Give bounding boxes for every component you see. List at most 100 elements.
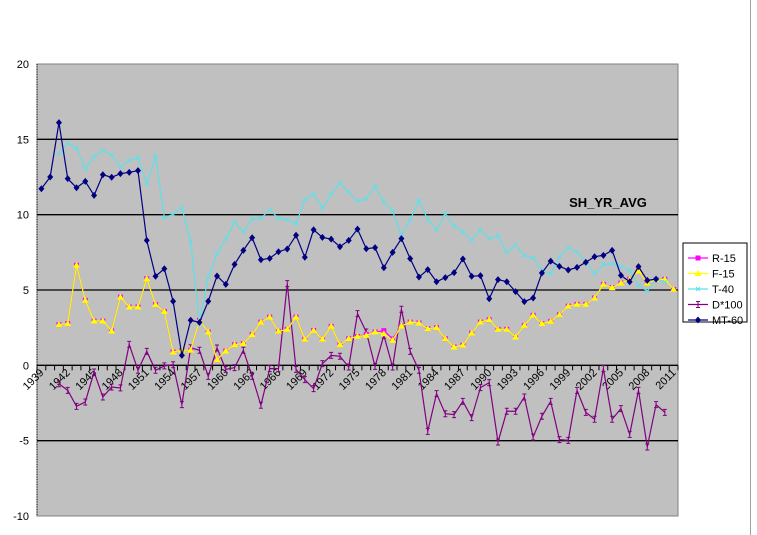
marker-diamond [73,184,80,192]
marker-bar [92,368,97,376]
marker-bar [83,398,88,406]
marker-diamond [152,272,159,280]
marker-bar [197,346,202,354]
marker-bar [662,408,667,416]
marker-x [609,261,615,266]
marker-triangle [424,325,432,332]
marker-diamond [117,170,124,178]
marker-triangle [345,335,353,342]
marker-triangle [108,327,116,334]
y-tick-label: 0 [23,360,29,372]
marker-bar [206,372,211,380]
marker-x [495,233,501,239]
marker-x [469,238,475,243]
y-tick-label: 20 [17,59,29,71]
marker-x [267,207,273,213]
marker-bar [223,365,228,373]
marker-x [565,245,571,251]
marker-bar [109,383,114,391]
marker-triangle [90,317,98,324]
marker-bar [443,410,448,418]
marker-x [627,268,633,273]
marker-diamond [275,248,282,256]
marker-bar [56,380,61,388]
legend-item: F-15 [688,269,735,281]
marker-diamond [293,231,300,239]
marker-diamond [415,273,422,281]
marker-bar [434,390,439,398]
marker-triangle [433,324,441,331]
marker-bar [566,436,571,444]
marker-bar [373,362,378,370]
marker-triangle [389,336,397,343]
marker-bar [583,408,588,416]
marker-diamond [134,167,141,175]
legend-item: T-40 [688,284,734,296]
marker-diamond [626,278,633,286]
marker-diamond [257,256,264,264]
marker-x [346,189,352,195]
marker-triangle [116,293,124,300]
marker-diamond [512,288,519,296]
marker-x [302,197,308,203]
marker-x [135,155,141,161]
marker-bar [610,415,615,423]
marker-x [486,236,492,241]
marker-diamond [301,253,308,261]
marker-bar [495,438,500,446]
marker-bar [416,366,421,374]
marker-x [320,205,325,211]
marker-triangle [547,317,555,324]
marker-triangle [187,346,195,353]
marker-x [144,181,150,186]
marker-x [161,215,167,221]
marker-triangle [441,335,449,342]
marker-triangle [152,301,160,308]
marker-x [513,243,518,248]
legend-item: D*100 [688,300,743,312]
marker-diamond [468,272,475,280]
marker-triangle [634,267,642,274]
marker-triangle [55,321,63,328]
marker-bar [636,386,641,394]
marker-x [478,227,483,233]
marker-diamond [494,276,501,284]
marker-triangle [520,321,528,328]
marker-diamond [240,246,247,254]
marker-diamond [161,265,168,273]
marker-x [311,191,316,197]
marker-bar [592,415,597,423]
marker-triangle [591,294,599,301]
y-tick-label: 10 [17,210,29,222]
marker-bar [65,386,70,394]
marker-diamond [143,236,150,244]
legend-item: MT-60 [688,315,743,327]
marker-x [416,197,422,203]
marker-diamond [231,260,238,268]
marker-triangle [169,348,177,355]
marker-diamond [126,168,133,176]
marker-bar [557,436,562,444]
marker-diamond [310,226,317,234]
marker-bar [390,363,395,371]
marker-x [65,140,71,146]
marker-triangle [231,341,239,348]
marker-triangle [125,303,133,310]
marker-x [82,166,88,172]
y-tick-label: 5 [23,285,29,297]
marker-diamond [380,264,387,272]
marker-diamond [284,245,291,253]
marker-diamond [556,262,563,270]
marker-bar [539,412,544,420]
marker-bar [74,402,79,410]
marker-triangle [694,270,702,276]
marker-x [355,198,360,204]
y-tick-label: -10 [13,511,29,523]
marker-diamond [363,245,370,253]
marker-diamond [609,246,616,254]
marker-x [240,229,246,235]
marker-x [214,251,220,257]
marker-x [451,223,457,229]
marker-triangle [512,333,520,340]
marker-diamond [653,275,660,283]
